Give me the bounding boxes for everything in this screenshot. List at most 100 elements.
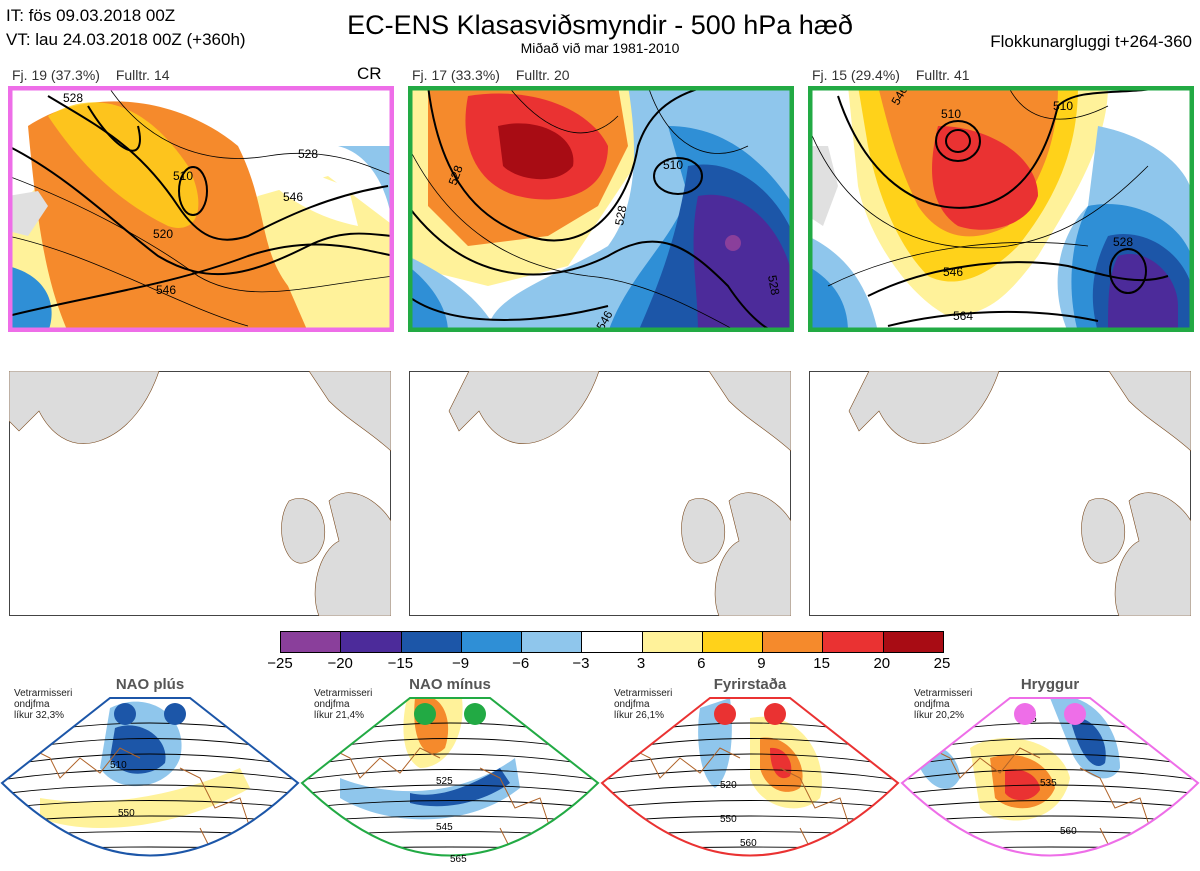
panel-3-cluster: Fj. 15 (29.4%)	[812, 67, 900, 83]
cluster-map-2: 510 528 528 546 528	[408, 86, 794, 332]
page-title: EC-ENS Klasasviðsmyndir - 500 hPa hæð	[347, 10, 853, 40]
height-contour	[602, 800, 898, 809]
colorbar-segment	[641, 632, 702, 652]
regime-fan: 520 550 560	[600, 697, 900, 857]
basemap-1	[9, 371, 391, 616]
panel-1-border	[8, 86, 394, 332]
regime-title: NAO plús	[115, 676, 185, 693]
panel-3-contour-510b: 510	[1053, 99, 1073, 113]
regime-note-line: líkur 26,1%	[614, 710, 665, 721]
panel-1-contour-520: 520	[153, 227, 173, 241]
regime-note-line: Vetrarmisseri	[614, 688, 673, 699]
colorbar-tick-label: −3	[572, 655, 590, 672]
height-contour	[302, 784, 598, 795]
colorbar-tick-label: −9	[451, 655, 470, 672]
regime-note-line: líkur 20,2%	[914, 710, 965, 721]
regime-contour-label: 525	[436, 776, 453, 787]
regime-contour-label: 520	[720, 780, 737, 791]
anomaly-shading	[410, 768, 510, 807]
regime-border	[900, 697, 1200, 857]
colorbar-tick-label: 6	[697, 655, 706, 672]
regime-note: Vetrarmisseri ondjfma líkur 32,3%	[14, 688, 94, 721]
colorbar-segment	[281, 632, 341, 652]
panel-2-label: Fj. 17 (33.3%) Fulltr. 20	[412, 67, 582, 83]
regime-marker	[1064, 703, 1086, 725]
panel-2-representative: Fulltr. 20	[515, 67, 570, 83]
anomaly-shading	[340, 758, 520, 820]
regime-contour-label: 535	[1040, 778, 1057, 789]
regime-contour-label: 550	[720, 814, 737, 825]
colorbar-segment	[762, 632, 823, 652]
regime-marker	[1014, 703, 1036, 725]
regime-marker	[414, 703, 436, 725]
regime-contour-label: 545	[436, 822, 453, 833]
valid-time: VT: lau 24.03.2018 00Z (+360h)	[6, 30, 246, 49]
colorbar-tick-label: −6	[512, 655, 530, 672]
basemap-3	[809, 371, 1191, 616]
panel-1-label: Fj. 19 (37.3%) Fulltr. 14	[12, 67, 182, 83]
colorbar-tick-label: −20	[327, 655, 353, 672]
panel-3-contour-510a: 510	[941, 107, 961, 121]
anomaly-shading	[110, 725, 166, 774]
regime-note-line: ondjfma	[14, 699, 50, 710]
height-contour	[2, 753, 298, 767]
regime-3: Fyrirstaða Vetrarmisseri ondjfma líkur 26,1…	[600, 676, 900, 871]
regime-note: Vetrarmisseri ondjfma líkur 20,2%	[914, 688, 994, 721]
anomaly-shading	[1070, 717, 1106, 766]
colorbar-tick-label: −25	[267, 655, 293, 672]
panel-2-contour-510: 510	[663, 158, 683, 172]
colorbar-segment	[400, 632, 461, 652]
regime-note-line: Vetrarmisseri	[14, 688, 73, 699]
colorbar-tick-label: 25	[933, 655, 951, 672]
panel-3-contour-546: 546	[943, 265, 963, 279]
regime-note-line: líkur 21,4%	[314, 710, 365, 721]
height-contour	[902, 753, 1198, 767]
height-contour	[2, 784, 298, 795]
colorbar-tick-label: −15	[387, 655, 414, 672]
regime-note: Vetrarmisseri ondjfma líkur 21,4%	[314, 688, 394, 721]
anomaly-shading	[1005, 769, 1040, 801]
height-contour	[2, 769, 298, 781]
panel-1-contour-510: 510	[173, 169, 193, 183]
colorbar-segment	[340, 632, 401, 652]
panel-1-contour-528b: 528	[63, 91, 83, 105]
colorbar-tick-label: 15	[813, 655, 830, 672]
panel-1-contour-546b: 546	[156, 283, 176, 297]
colorbar-tick-label: 3	[636, 655, 646, 672]
regime-border	[600, 697, 900, 857]
panel-2-cluster: Fj. 17 (33.3%)	[412, 67, 500, 83]
panel-3-label: Fj. 15 (29.4%) Fulltr. 41	[812, 67, 982, 83]
panel-3-contour-564: 564	[953, 309, 973, 323]
regime-1: NAO plús Vetrarmisseri ondjfma líkur 32,3% 5…	[0, 676, 300, 871]
regime-note: Vetrarmisseri ondjfma líkur 26,1%	[614, 688, 694, 721]
regime-contour-label: 565	[450, 854, 467, 865]
colorbar-segment	[701, 632, 763, 652]
regime-marker	[464, 703, 486, 725]
panel-3-border	[808, 86, 1194, 332]
panel-2-border	[408, 86, 794, 332]
panel-2-contour-528a: 528	[446, 163, 466, 187]
panel-2-contour-528b: 528	[612, 204, 629, 226]
panel-1-representative: Fulltr. 14	[115, 67, 170, 83]
height-contour	[302, 800, 598, 809]
height-contour	[602, 753, 898, 767]
regime-fan: 505535560	[900, 697, 1200, 857]
regime-note-line: ondjfma	[914, 699, 950, 710]
classification-window: Flokkunargluggi t+264-360	[990, 32, 1192, 51]
regime-marker	[114, 703, 136, 725]
colorbar-ticks: −25 −20 −15 −9 −6 −3 3 6 9 15 20 25	[260, 655, 960, 675]
regime-marker	[714, 703, 736, 725]
colorbar	[280, 631, 944, 653]
height-contour	[2, 800, 298, 809]
init-time: IT: fös 09.03.2018 00Z	[6, 6, 176, 25]
regime-contour-label: 510	[110, 760, 127, 771]
regime-title: Fyrirstaða	[713, 676, 787, 693]
height-contour	[902, 784, 1198, 795]
regime-note-line: Vetrarmisseri	[314, 688, 373, 699]
colorbar-segment	[460, 632, 522, 652]
panel-1-cluster: Fj. 19 (37.3%)	[12, 67, 100, 83]
panel-1-tag: CR	[357, 64, 382, 83]
regime-note-line: ondjfma	[614, 699, 650, 710]
regime-title: NAO mínus	[409, 676, 491, 693]
climatology-note: Miðað við mar 1981-2010	[520, 40, 680, 56]
